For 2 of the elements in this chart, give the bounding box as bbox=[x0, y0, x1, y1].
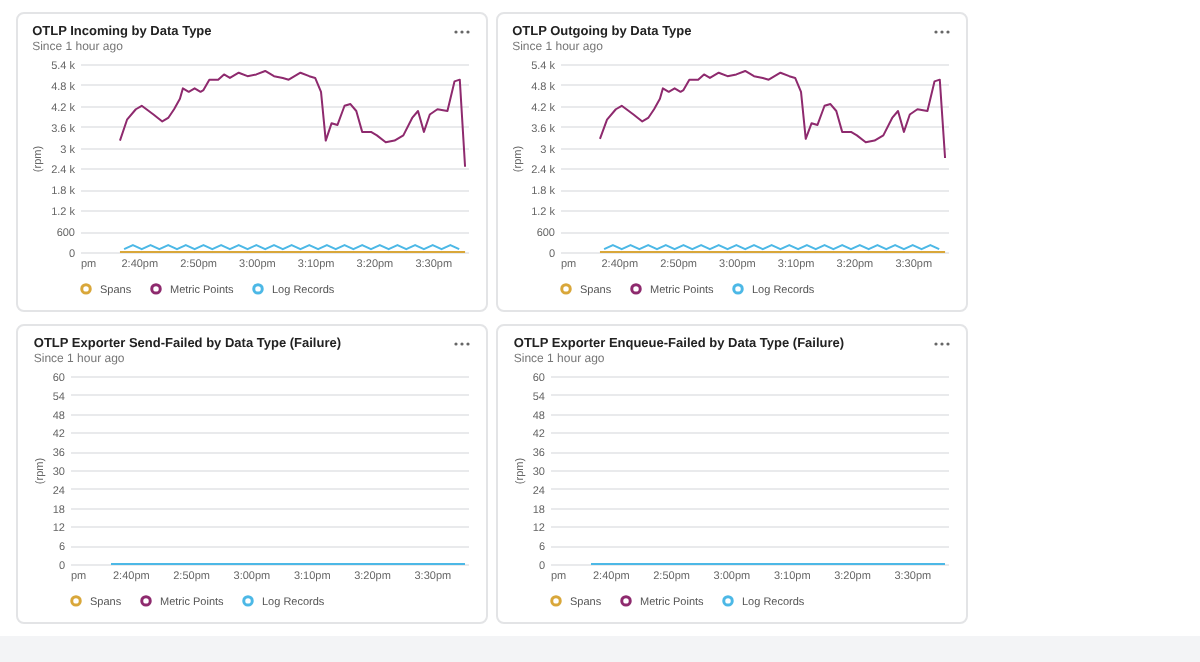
line-series bbox=[598, 69, 947, 159]
line-series bbox=[118, 69, 467, 168]
